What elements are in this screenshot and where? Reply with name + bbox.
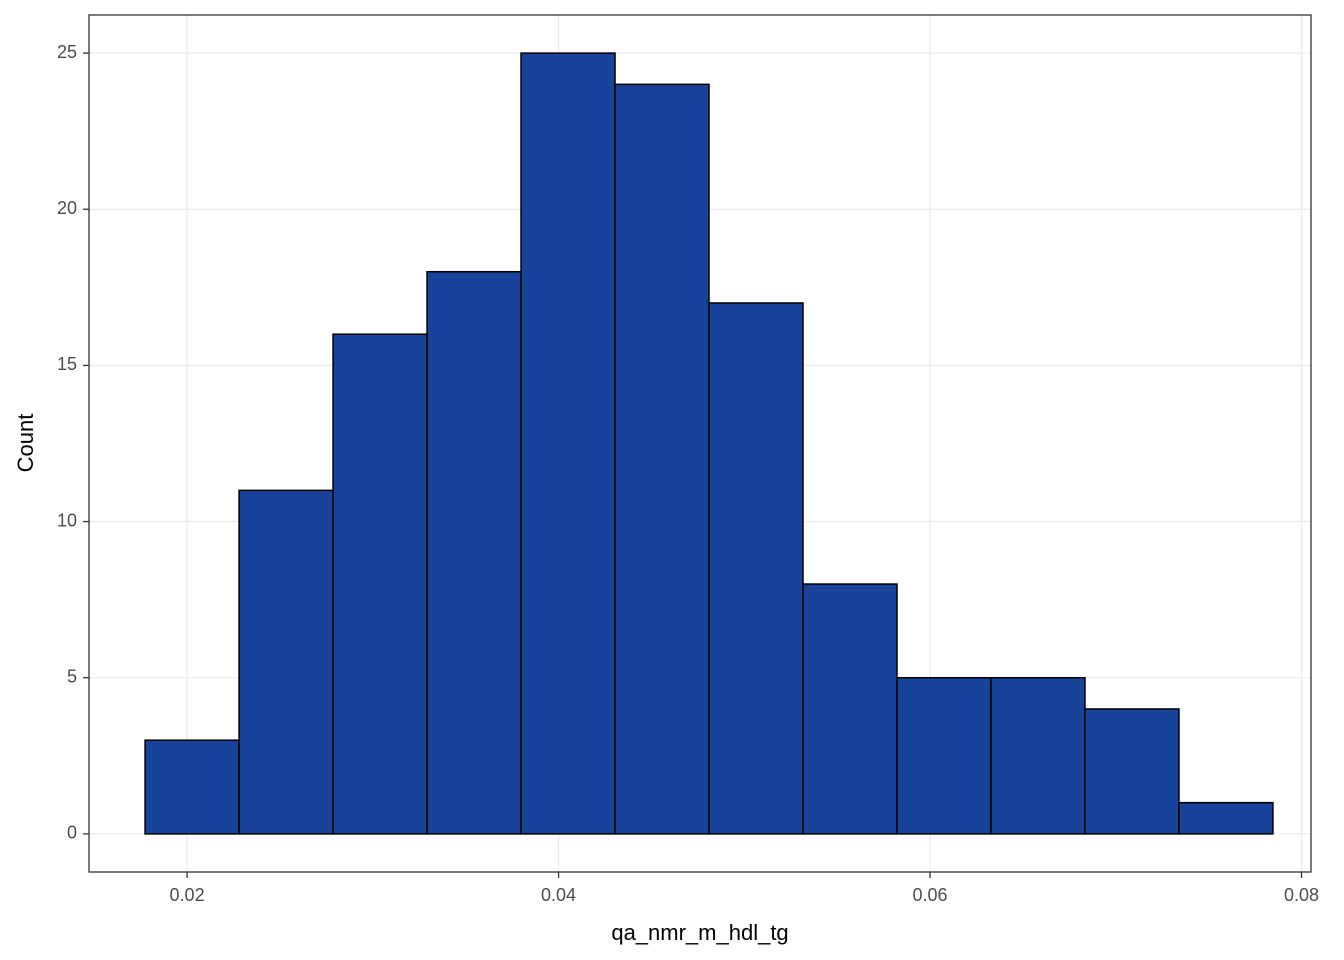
bar bbox=[708, 302, 804, 835]
bar bbox=[1084, 708, 1180, 835]
bar bbox=[144, 739, 240, 835]
y-tick-label: 0 bbox=[67, 823, 77, 843]
bar bbox=[896, 676, 992, 835]
y-tick-label: 20 bbox=[57, 198, 77, 218]
y-tick-label: 10 bbox=[57, 510, 77, 530]
bar bbox=[990, 676, 1086, 835]
y-tick-label: 5 bbox=[67, 666, 77, 686]
bar bbox=[1178, 801, 1274, 835]
y-tick-label: 25 bbox=[57, 42, 77, 62]
x-tick-label: 0.08 bbox=[1284, 885, 1319, 905]
bar bbox=[332, 333, 428, 835]
bar bbox=[238, 489, 334, 835]
x-tick-label: 0.06 bbox=[913, 885, 948, 905]
bar bbox=[614, 83, 710, 835]
x-tick-label: 0.02 bbox=[170, 885, 205, 905]
y-axis-title: Count bbox=[13, 414, 38, 473]
bar bbox=[520, 52, 616, 835]
x-tick-label: 0.04 bbox=[541, 885, 576, 905]
y-tick-label: 15 bbox=[57, 354, 77, 374]
x-axis-title: qa_nmr_m_hdl_tg bbox=[611, 920, 788, 945]
bar bbox=[426, 270, 522, 835]
bar bbox=[802, 583, 898, 835]
panel-border bbox=[88, 14, 1312, 873]
